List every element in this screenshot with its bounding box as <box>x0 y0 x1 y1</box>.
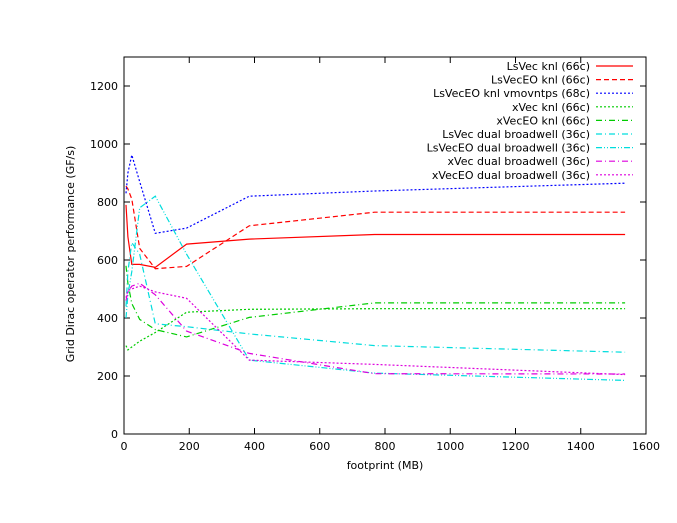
x-tick-label: 1600 <box>632 440 660 453</box>
y-tick-label: 400 <box>97 312 118 325</box>
series-line-4 <box>125 308 626 351</box>
y-tick-label: 0 <box>111 428 118 441</box>
axis-ticks: 0 200 400 600 800 1000 1200 1400 1600 0 200 400 600 8… <box>90 57 660 453</box>
series-line-2 <box>125 185 626 270</box>
series-line-1 <box>125 204 626 268</box>
legend-label-6: LsVec dual broadwell (36c) <box>442 128 590 141</box>
x-tick-label: 1000 <box>436 440 464 453</box>
y-tick-label: 1000 <box>90 138 118 151</box>
x-tick-label: 800 <box>375 440 396 453</box>
series-line-7 <box>125 195 626 381</box>
y-axis-title: Grid Dirac operator performance (GF/s) <box>64 146 77 363</box>
series-line-3 <box>125 154 626 234</box>
x-axis-title: footprint (MB) <box>347 459 424 472</box>
legend-label-9: xVecEO dual broadwell (36c) <box>432 169 590 182</box>
x-tick-label: 400 <box>244 440 265 453</box>
legend-label-5: xVecEO knl (66c) <box>496 114 590 127</box>
series-line-8 <box>125 282 626 375</box>
x-tick-label: 0 <box>121 440 128 453</box>
legend-label-1: LsVec knl (66c) <box>507 60 590 73</box>
x-tick-label: 600 <box>309 440 330 453</box>
x-tick-label: 1200 <box>502 440 530 453</box>
legend-label-8: xVec dual broadwell (36c) <box>448 155 590 168</box>
y-tick-label: 1200 <box>90 80 118 93</box>
legend-label-2: LsVecEO knl (66c) <box>491 74 590 87</box>
series-layer <box>125 154 626 381</box>
series-line-9 <box>125 285 626 376</box>
series-line-6 <box>125 240 626 353</box>
legend: LsVec knl (66c)LsVecEO knl (66c)LsVecEO … <box>427 60 633 182</box>
y-tick-label: 800 <box>97 196 118 209</box>
legend-label-3: LsVecEO knl vmovntps (68c) <box>433 87 590 100</box>
legend-label-4: xVec knl (66c) <box>512 101 590 114</box>
y-tick-label: 600 <box>97 254 118 267</box>
legend-label-7: LsVecEO dual broadwell (36c) <box>427 142 590 155</box>
x-tick-label: 1400 <box>567 440 595 453</box>
series-line-5 <box>125 265 626 338</box>
x-tick-label: 200 <box>179 440 200 453</box>
y-tick-label: 200 <box>97 370 118 383</box>
